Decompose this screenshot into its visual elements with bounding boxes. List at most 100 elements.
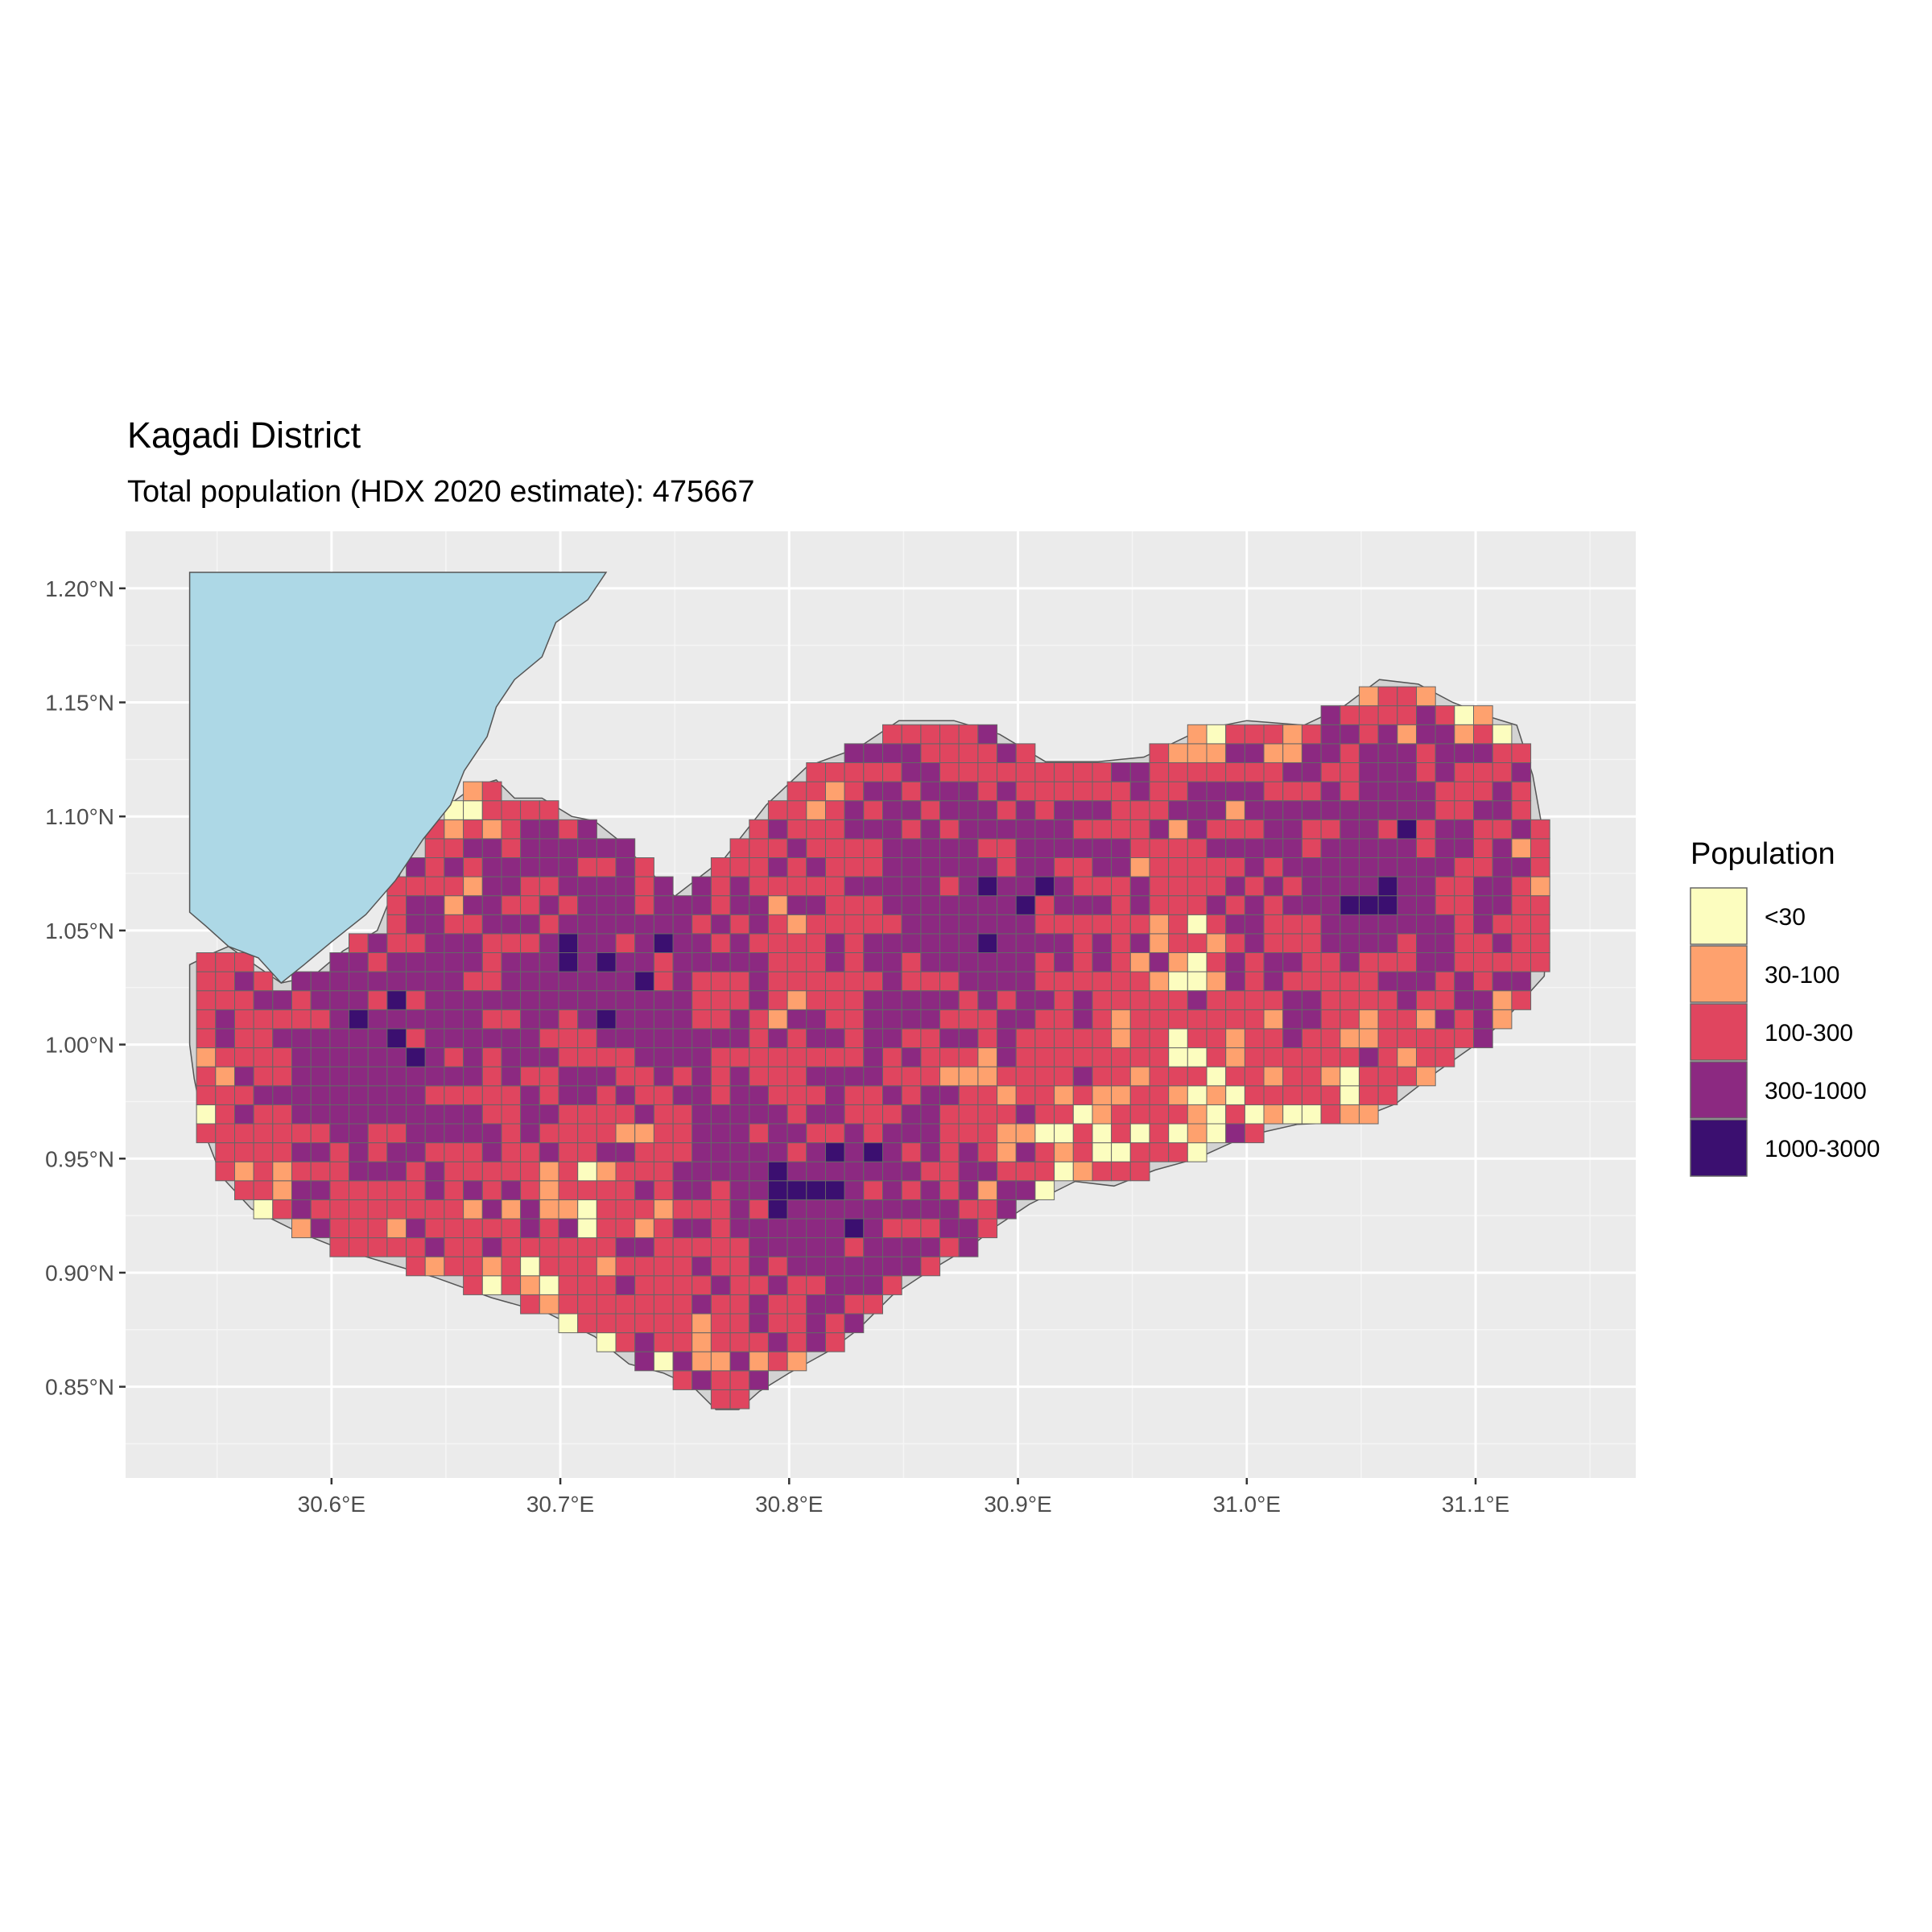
population-cell [958, 819, 979, 840]
population-cell [1377, 933, 1398, 954]
population-cell [291, 971, 312, 992]
population-cell [444, 895, 464, 915]
population-cell [1301, 971, 1322, 992]
population-cell [1244, 857, 1265, 877]
population-cell [1416, 838, 1436, 859]
population-cell [349, 1180, 369, 1200]
population-cell [863, 781, 884, 802]
population-cell [882, 819, 902, 840]
population-cell [444, 1085, 464, 1105]
population-cell [463, 800, 483, 820]
population-cell [1015, 895, 1036, 915]
population-cell [1377, 1066, 1398, 1087]
population-cell [844, 1085, 865, 1105]
population-cell [577, 1123, 597, 1144]
population-cell [1034, 1142, 1055, 1162]
population-cell [729, 1332, 750, 1352]
population-cell [1435, 1028, 1455, 1049]
population-cell [1168, 990, 1188, 1010]
population-cell [939, 1009, 960, 1030]
population-cell [1320, 762, 1341, 782]
population-cell [1168, 819, 1188, 840]
population-cell [634, 895, 654, 915]
population-cell [1301, 762, 1322, 782]
population-cell [806, 800, 826, 820]
population-cell [1263, 1085, 1284, 1105]
population-cell [958, 876, 979, 897]
population-cell [1244, 933, 1265, 954]
population-cell [1092, 1142, 1113, 1162]
population-cell [520, 895, 540, 915]
population-cell [634, 990, 654, 1010]
population-cell [1187, 876, 1208, 897]
population-cell [291, 1123, 312, 1144]
population-cell [710, 1199, 731, 1220]
population-cell [1206, 743, 1227, 764]
population-cell [1034, 1009, 1055, 1030]
population-cell [558, 1104, 579, 1125]
population-cell [1111, 1142, 1131, 1162]
population-cell [901, 933, 922, 954]
population-cell [1092, 1028, 1113, 1049]
population-cell [1225, 895, 1245, 915]
population-cell [634, 1142, 654, 1162]
population-cell [710, 933, 731, 954]
population-cell [444, 971, 464, 992]
population-cell [1511, 743, 1532, 764]
population-cell [1149, 876, 1170, 897]
population-cell [615, 838, 636, 859]
population-cell [1072, 781, 1093, 802]
population-cell [901, 838, 922, 859]
population-cell [958, 971, 979, 992]
population-cell [520, 1161, 540, 1182]
population-cell [806, 1161, 826, 1182]
population-cell [615, 1180, 636, 1200]
population-cell [806, 895, 826, 915]
population-cell [806, 1085, 826, 1105]
population-cell [406, 1256, 426, 1277]
population-cell [310, 1009, 331, 1030]
population-cell [939, 857, 960, 877]
population-cell [806, 1028, 826, 1049]
population-cell [1282, 743, 1302, 764]
population-cell [729, 1085, 750, 1105]
population-cell [749, 838, 769, 859]
population-cell [367, 1047, 388, 1067]
population-cell [253, 1085, 274, 1105]
population-cell [825, 1104, 845, 1125]
population-cell [977, 952, 998, 972]
population-cell [349, 1104, 369, 1125]
population-cell [749, 1142, 769, 1162]
population-cell [710, 1123, 731, 1144]
population-cell [424, 990, 445, 1010]
population-cell [1492, 743, 1513, 764]
population-cell [1111, 895, 1131, 915]
population-cell [939, 1085, 960, 1105]
population-cell [1244, 1047, 1265, 1067]
population-cell [1263, 819, 1284, 840]
population-cell [1015, 781, 1036, 802]
population-cell [672, 1066, 693, 1087]
population-cell [1358, 743, 1379, 764]
population-cell [691, 1104, 712, 1125]
population-cell [1454, 990, 1475, 1010]
population-cell [1225, 819, 1245, 840]
population-cell [882, 1085, 902, 1105]
population-cell [844, 1009, 865, 1030]
population-cell [577, 1028, 597, 1049]
population-cell [825, 1256, 845, 1277]
population-cell [863, 895, 884, 915]
population-cell [1282, 1066, 1302, 1087]
population-cell [444, 933, 464, 954]
population-cell [729, 914, 750, 935]
population-cell [1206, 857, 1227, 877]
population-cell [1206, 895, 1227, 915]
population-cell [844, 1142, 865, 1162]
population-cell [901, 724, 922, 745]
population-cell [901, 876, 922, 897]
population-cell [1301, 933, 1322, 954]
population-cell [1263, 933, 1284, 954]
population-cell [406, 971, 426, 992]
population-cell [958, 1104, 979, 1125]
population-cell [844, 743, 865, 764]
